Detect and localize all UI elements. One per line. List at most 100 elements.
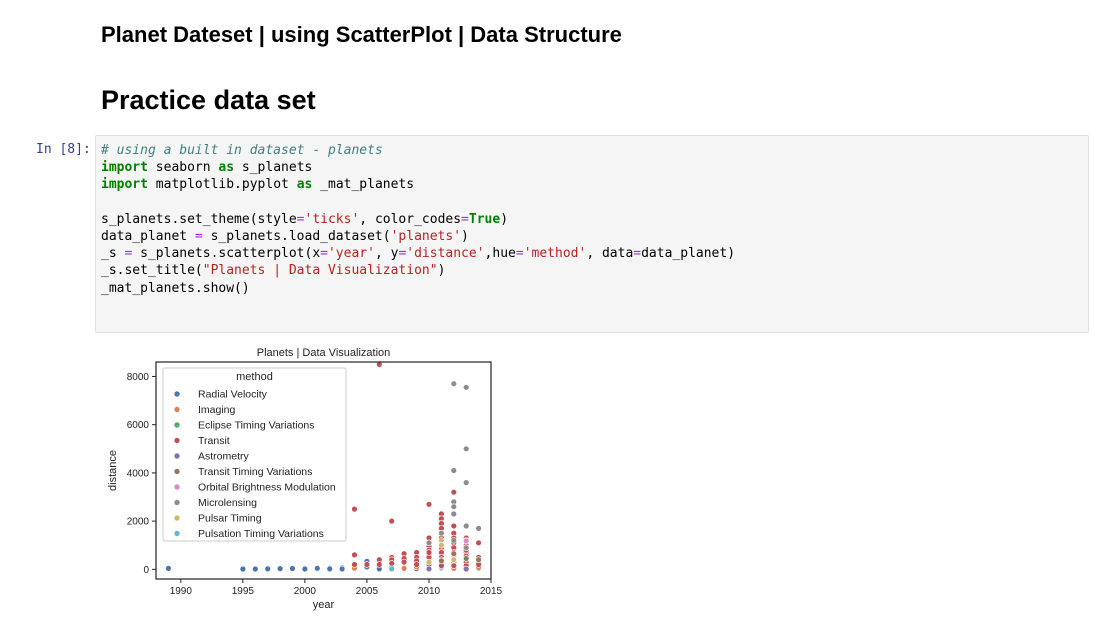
code-line: _s = s_planets.scatterplot(x='year', y='… — [101, 246, 735, 261]
code-token: 'planets' — [390, 229, 462, 245]
legend-entry-3: Transit — [198, 435, 230, 447]
data-point-9-0 — [388, 565, 395, 573]
data-point-3-55 — [450, 562, 457, 569]
code-token: # using a built in dataset - planets — [101, 143, 383, 158]
data-point-0-1 — [239, 565, 247, 573]
data-point-7-2 — [463, 445, 470, 453]
legend-entry-2: Eclipse Timing Variations — [198, 420, 315, 432]
code-token: "Planets | Data Visualization" — [202, 263, 438, 279]
x-tick-label-0: 1990 — [170, 586, 193, 597]
legend-marker-9 — [173, 530, 181, 537]
data-point-3-8 — [450, 522, 457, 530]
code-token: ) — [461, 229, 469, 245]
code-token: as — [296, 177, 313, 193]
data-point-3-49 — [376, 561, 383, 568]
data-point-0-2 — [252, 565, 259, 573]
code-line: import seaborn as s_planets — [101, 160, 312, 175]
code-token: True — [468, 211, 501, 227]
code-token: ) — [500, 211, 509, 227]
code-token: s_planets.set_theme(style — [101, 211, 297, 227]
code-token: ) — [437, 263, 446, 279]
code-token: _s — [101, 246, 125, 262]
code-token: = — [398, 246, 407, 262]
data-point-8-3 — [450, 556, 457, 563]
code-token: , data — [586, 246, 634, 262]
y-tick-label-2: 4000 — [127, 468, 150, 479]
data-point-7-7 — [450, 510, 457, 518]
code-token: = — [124, 246, 133, 262]
legend-marker-1 — [173, 406, 181, 413]
code-token: seaborn — [147, 160, 219, 176]
data-point-7-4 — [463, 479, 470, 486]
code-token: matplotlib.pyplot — [147, 177, 297, 193]
legend-box — [162, 367, 347, 542]
data-point-5-0 — [438, 557, 445, 565]
data-point-3-47 — [400, 558, 408, 566]
code-token: as — [218, 160, 235, 176]
data-point-7-8 — [463, 522, 470, 530]
code-token: 'distance' — [406, 246, 485, 262]
data-point-3-29 — [351, 551, 358, 559]
plot-frame — [155, 361, 492, 580]
code-token: = — [320, 246, 328, 262]
x-tick-label-3: 2005 — [356, 586, 379, 597]
code-token: s_planets.scatterplot(x — [132, 246, 321, 262]
code-editor[interactable]: # using a built in dataset - planets imp… — [101, 142, 735, 297]
legend-marker-0 — [173, 390, 181, 398]
code-line: _mat_planets.show() — [101, 281, 250, 296]
legend-marker-4 — [173, 452, 181, 460]
data-point-3-4 — [450, 489, 457, 496]
data-point-7-0 — [450, 380, 457, 387]
data-point-0-3 — [264, 565, 271, 573]
y-tick-label-4: 8000 — [127, 372, 150, 383]
data-point-0-23 — [326, 565, 333, 573]
legend-entry-9: Pulsation Timing Variations — [198, 528, 324, 540]
data-point-3-52 — [413, 561, 420, 568]
y-tick-label-3: 6000 — [127, 420, 150, 431]
code-cell-input[interactable]: # using a built in dataset - planets imp… — [95, 135, 1089, 333]
code-line: data_planet = s_planets.load_dataset('pl… — [101, 229, 469, 244]
legend-marker-5 — [173, 468, 181, 475]
legend-marker-3 — [173, 437, 181, 444]
data-point-8-1 — [438, 542, 445, 549]
data-point-1-0 — [400, 565, 408, 572]
code-line: import matplotlib.pyplot as _mat_planets — [101, 177, 414, 192]
code-token: 'method' — [523, 246, 587, 262]
code-line: _s.set_title("Planets | Data Visualizati… — [101, 263, 445, 278]
data-point-3-48 — [388, 560, 395, 567]
code-token: = — [461, 211, 469, 227]
code-token: = — [515, 246, 524, 262]
legend-title: method — [236, 371, 273, 383]
code-token: _mat_planets.show() — [101, 280, 250, 296]
data-point-7-10 — [438, 530, 445, 537]
data-point-0-7 — [314, 565, 321, 572]
code-token: s_planets.load_dataset( — [202, 229, 391, 245]
data-point-3-1 — [351, 505, 358, 513]
data-point-0-5 — [289, 565, 296, 572]
cell-output: Planets | Data Visualization 1990 1995 2000… — [95, 342, 515, 622]
x-tick-label-5: 2015 — [480, 586, 503, 597]
notebook-heading-2: Planet Dateset | using ScatterPlot | Dat… — [101, 22, 622, 47]
code-token: , y — [374, 246, 399, 262]
chart-title: Planets | Data Visualization — [257, 347, 391, 359]
legend-marker-7 — [173, 499, 181, 506]
legend-entry-7: Microlensing — [198, 497, 257, 509]
legend-entry-4: Astrometry — [198, 451, 250, 463]
code-token: data_planet — [101, 229, 195, 245]
legend-entry-1: Imaging — [198, 404, 236, 416]
legend-entry-5: Transit Timing Variations — [198, 466, 312, 478]
x-tick-label-2: 2000 — [294, 586, 317, 597]
data-point-0-24 — [301, 565, 309, 573]
data-point-7-1 — [463, 384, 470, 391]
notebook-heading-1: Practice data set — [101, 85, 316, 115]
code-token: _s.set_title( — [101, 263, 203, 279]
data-point-3-16 — [475, 539, 482, 547]
data-point-5-3 — [475, 556, 482, 563]
data-point-4-1 — [463, 565, 470, 573]
code-token: = — [633, 246, 642, 262]
y-axis-label: distance — [107, 450, 119, 491]
data-point-7-3 — [450, 467, 457, 474]
legend-entry-0: Radial Velocity — [198, 389, 268, 401]
code-token: , color_codes — [359, 211, 462, 227]
data-point-6-1 — [463, 537, 470, 545]
